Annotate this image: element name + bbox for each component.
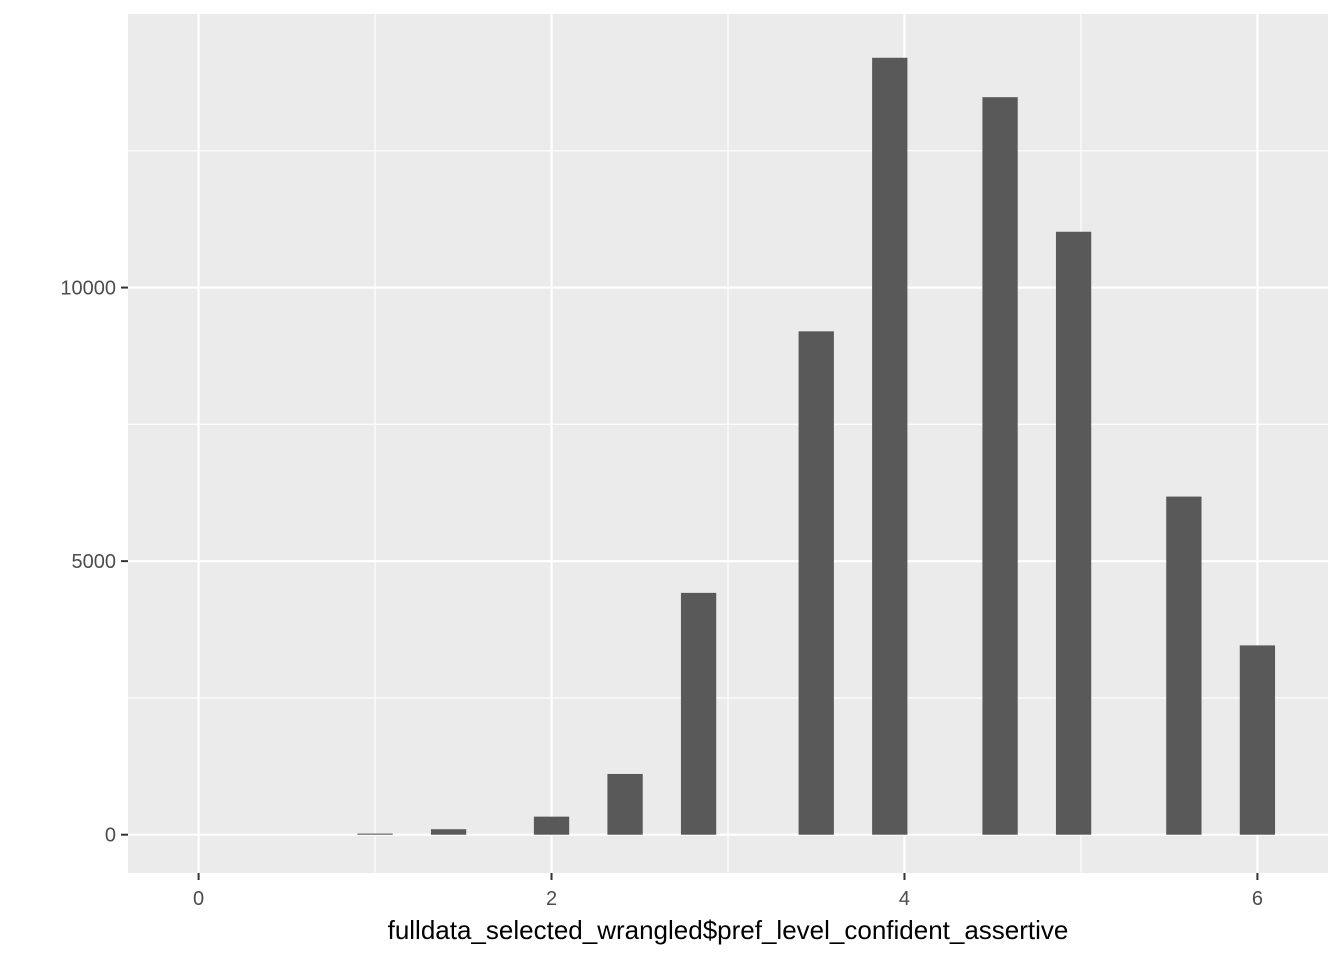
- bar: [1166, 496, 1202, 835]
- x-axis-title: fulldata_selected_wrangled$pref_level_co…: [388, 915, 1069, 945]
- y-tick-label: 5000: [72, 551, 117, 573]
- x-tick-label: 2: [546, 888, 557, 910]
- bar: [533, 816, 570, 835]
- x-tick-label: 0: [193, 888, 204, 910]
- bar: [357, 833, 393, 835]
- bars: [357, 57, 1276, 835]
- bar: [680, 592, 717, 835]
- bar: [1239, 645, 1276, 835]
- bar: [607, 773, 643, 835]
- bar: [1055, 231, 1092, 835]
- x-tick-label: 6: [1252, 888, 1263, 910]
- bar: [872, 57, 908, 835]
- bar: [798, 331, 834, 835]
- y-tick-label: 10000: [60, 278, 116, 300]
- bar: [430, 829, 467, 835]
- x-axis: 0 2 4 6: [193, 873, 1263, 910]
- y-tick-label: 0: [105, 825, 116, 847]
- y-axis: 0 5000 10000: [60, 278, 128, 847]
- bar: [982, 97, 1018, 835]
- x-tick-label: 4: [899, 888, 910, 910]
